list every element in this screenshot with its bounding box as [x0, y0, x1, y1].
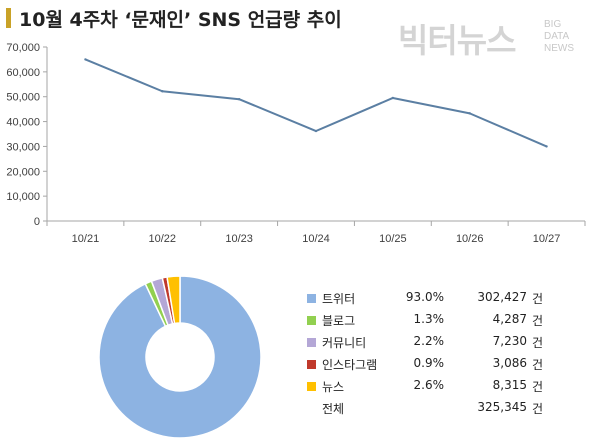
title-accent-bar	[6, 8, 11, 28]
pie-slice	[144, 280, 169, 328]
legend-total-count: 325,345	[477, 400, 527, 414]
data-point	[84, 58, 87, 61]
pie-slice	[98, 275, 262, 439]
x-tick-label: 10/23	[225, 233, 253, 245]
legend-row: 뉴스 2.6% 8,315 건	[307, 377, 567, 399]
x-tick-label: 10/27	[533, 233, 561, 245]
x-tick-label: 10/22	[149, 233, 177, 245]
brand-logo-word: BIG	[544, 19, 562, 30]
legend-total-row: 전체 325,345 건	[307, 399, 567, 421]
y-tick-label: 70,000	[6, 42, 40, 54]
legend-label: 인스타그램	[322, 358, 378, 372]
y-tick-label: 10,000	[6, 191, 40, 203]
y-tick-label: 40,000	[6, 117, 40, 129]
legend-row: 인스타그램 0.9% 3,086 건	[307, 355, 567, 377]
legend-swatch	[307, 360, 316, 369]
legend-unit: 건	[532, 380, 544, 394]
legend-unit: 건	[532, 314, 544, 328]
page-title: 10월 4주차 ‘문재인’ SNS 언급량 추이	[19, 8, 342, 31]
x-tick-label: 10/21	[72, 233, 100, 245]
pie-slice	[166, 275, 181, 325]
title-area: 10월 4주차 ‘문재인’ SNS 언급량 추이	[6, 5, 342, 31]
y-tick-label: 60,000	[6, 67, 40, 79]
x-tick-label: 10/24	[302, 233, 330, 245]
pie-slice	[150, 277, 174, 327]
legend-label: 뉴스	[322, 380, 345, 394]
legend-count: 7,230	[492, 334, 527, 348]
legend-row: 커뮤니티 2.2% 7,230 건	[307, 333, 567, 355]
data-point	[237, 98, 241, 101]
legend-swatch	[307, 316, 316, 325]
x-tick-label: 10/26	[456, 233, 484, 245]
legend-row: 블로그 1.3% 4,287 건	[307, 311, 567, 333]
legend-label: 커뮤니티	[322, 336, 367, 350]
brand-logo-word: NEWS	[544, 43, 574, 54]
legend-swatch	[307, 294, 316, 303]
series-line	[85, 58, 547, 148]
data-point	[545, 145, 548, 148]
y-tick-label: 50,000	[6, 92, 40, 104]
data-point	[468, 112, 471, 115]
data-point	[314, 129, 318, 133]
legend-percent: 0.9%	[413, 356, 445, 370]
legend-percent: 2.2%	[413, 334, 445, 348]
data-point	[161, 90, 164, 93]
legend-count: 302,427	[477, 290, 527, 304]
legend-percent: 1.3%	[413, 312, 445, 326]
legend-unit: 건	[532, 358, 544, 372]
brand-logo-subtext: BIG DATA NEWS	[544, 19, 574, 55]
legend-unit: 건	[532, 336, 544, 350]
x-tick-label: 10/25	[379, 233, 407, 245]
legend-label: 블로그	[322, 314, 356, 328]
legend-row: 트위터 93.0% 302,427 건	[307, 289, 567, 311]
y-tick-label: 30,000	[6, 141, 40, 153]
y-tick-label: 0	[34, 216, 40, 228]
legend-swatch	[307, 338, 316, 347]
legend-count: 3,086	[492, 356, 527, 370]
brand-logo-word: DATA	[544, 31, 570, 42]
legend-count: 4,287	[492, 312, 527, 326]
line-chart: 0 10,000 20,000 30,000 40,000 50,000 60,000 70,…	[6, 42, 586, 245]
pie-legend: 트위터 93.0% 302,427 건 블로그 1.3% 4,287 건 커뮤니티 2.2% 7,2…	[307, 289, 567, 421]
legend-percent: 93.0%	[405, 290, 444, 304]
pie-slice	[161, 276, 176, 325]
brand-logo-text: 빅터뉴스	[398, 21, 516, 60]
legend-total-label: 전체	[322, 402, 345, 416]
data-point	[391, 96, 395, 100]
y-tick-label: 20,000	[6, 166, 40, 178]
legend-unit: 건	[532, 402, 544, 416]
legend-percent: 2.6%	[413, 378, 445, 392]
legend-swatch	[307, 382, 316, 391]
legend-label: 트위터	[322, 292, 356, 306]
legend-unit: 건	[532, 292, 544, 306]
legend-count: 8,315	[492, 378, 527, 392]
